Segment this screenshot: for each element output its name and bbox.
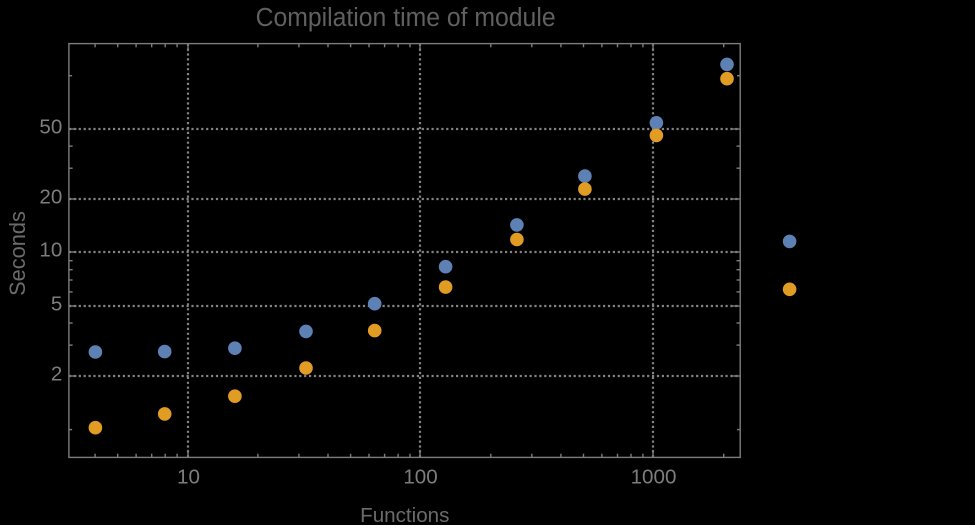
svg-text:Seconds: Seconds [5, 211, 30, 296]
svg-text:1000: 1000 [631, 466, 677, 489]
svg-text:10: 10 [39, 239, 62, 262]
svg-text:5: 5 [51, 293, 62, 316]
svg-text:50: 50 [39, 116, 62, 139]
svg-text:Functions: Functions [360, 504, 449, 525]
svg-text:10: 10 [177, 466, 200, 489]
svg-text:Compilation time of module: Compilation time of module [256, 4, 556, 32]
svg-text:100: 100 [403, 466, 437, 489]
svg-text:20: 20 [39, 186, 62, 209]
svg-text:2: 2 [51, 363, 62, 386]
